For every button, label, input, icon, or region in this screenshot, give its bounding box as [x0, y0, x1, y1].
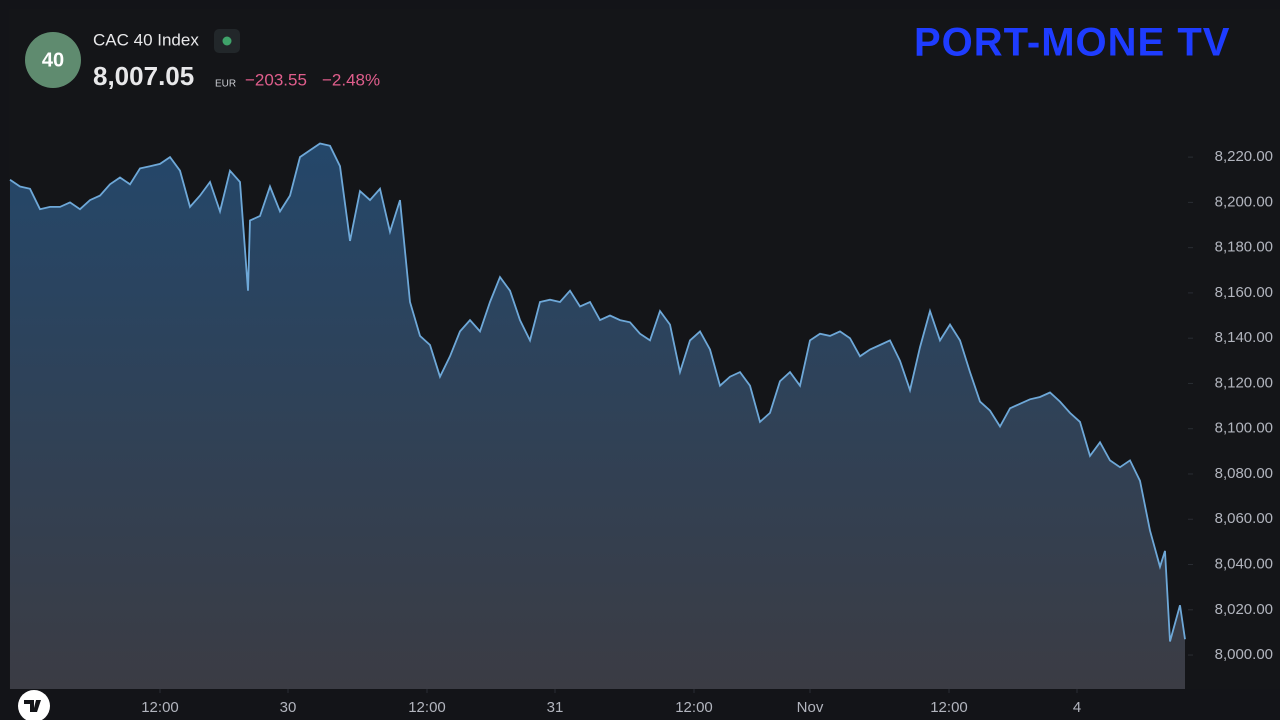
currency: EUR [215, 79, 236, 90]
y-tick-label: 8,000.00 [1215, 646, 1273, 663]
x-tick-label: 12:00 [408, 699, 446, 716]
y-tick-label: 8,180.00 [1215, 239, 1273, 256]
y-tick-label: 8,200.00 [1215, 193, 1273, 210]
x-tick-label: 30 [280, 699, 297, 716]
price: 8,007.05 [93, 61, 194, 91]
x-tick-label: 31 [547, 699, 564, 716]
y-tick-label: 8,020.00 [1215, 601, 1273, 618]
x-tick-label: 12:00 [930, 699, 968, 716]
tv-logo-mark [24, 700, 41, 712]
x-tick-label: Nov [797, 699, 824, 716]
x-tick-label: 12:00 [675, 699, 713, 716]
y-tick-label: 8,220.00 [1215, 148, 1273, 165]
y-tick-label: 8,040.00 [1215, 555, 1273, 572]
logo: PORT-MONE TV [914, 21, 1230, 65]
price-line [9, 142, 1186, 642]
area-fill [10, 143, 1185, 689]
y-tick-label: 8,060.00 [1215, 510, 1273, 527]
x-tick-label: 12:00 [141, 699, 179, 716]
badge-text: 40 [42, 49, 64, 71]
price-change: −203.55 [245, 70, 307, 89]
symbol-badge [25, 32, 81, 88]
y-tick-label: 8,140.00 [1215, 329, 1273, 346]
y-tick-label: 8,100.00 [1215, 420, 1273, 437]
market-status [222, 36, 232, 46]
x-tick-label: 4 [1073, 699, 1081, 716]
y-tick-label: 8,160.00 [1215, 284, 1273, 301]
symbol-name[interactable]: CAC 40 Index [93, 30, 199, 49]
y-tick-label: 8,120.00 [1215, 374, 1273, 391]
y-tick-label: 8,080.00 [1215, 465, 1273, 482]
price-change-percent: −2.48% [322, 70, 380, 89]
